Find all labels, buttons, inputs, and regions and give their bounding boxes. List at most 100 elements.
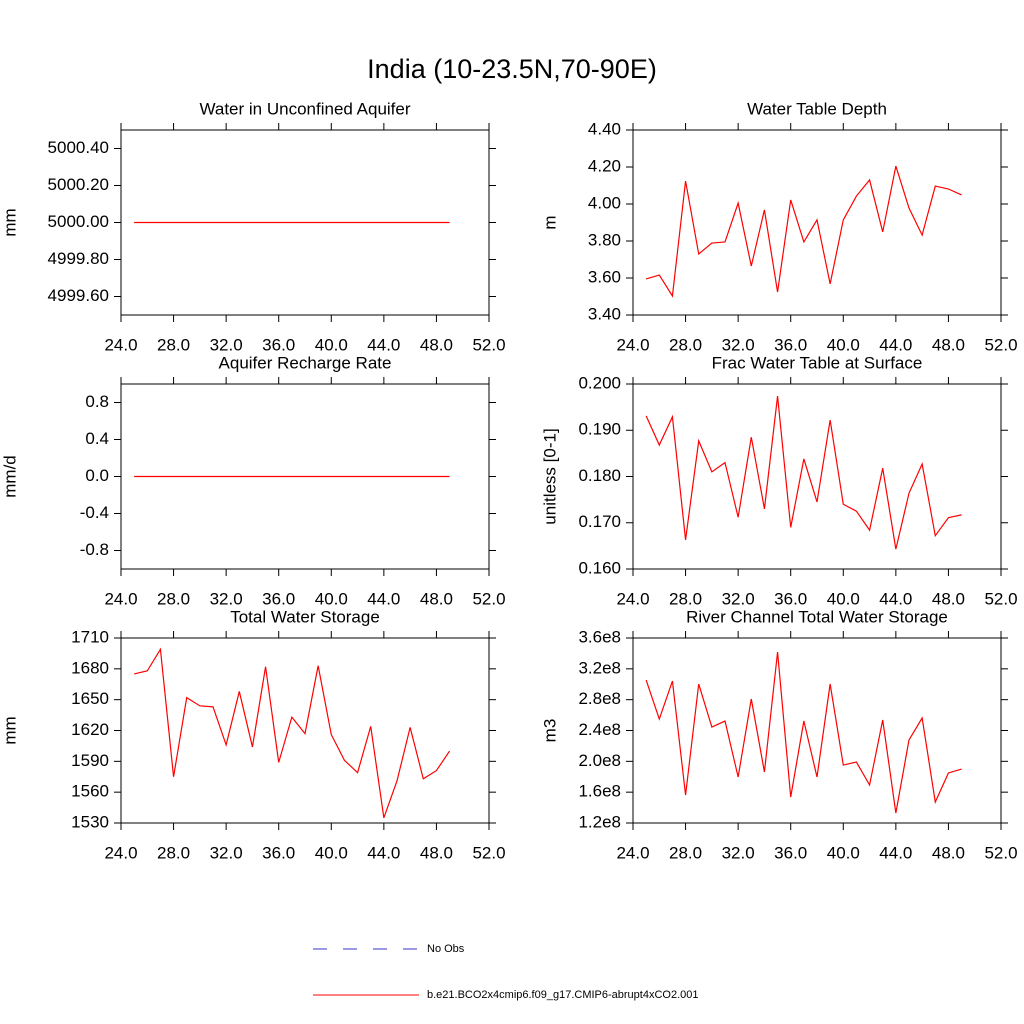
y-tick-label: 4.00: [588, 193, 621, 212]
x-tick-label: 32.0: [722, 335, 755, 354]
plot-frame: [632, 129, 1002, 316]
x-tick-label: 36.0: [262, 843, 295, 862]
x-tick-label: 24.0: [616, 843, 649, 862]
y-tick-label: 1680: [71, 658, 109, 677]
y-tick-label: 0.160: [578, 558, 621, 577]
y-axis-label: mm/d: [0, 455, 19, 498]
y-tick-label: -0.4: [80, 503, 109, 522]
y-tick-label: 0.200: [578, 373, 621, 392]
x-tick-label: 32.0: [722, 843, 755, 862]
x-tick-label: 48.0: [420, 589, 453, 608]
x-tick-label: 44.0: [879, 589, 912, 608]
x-tick-label: 52.0: [472, 589, 505, 608]
x-tick-label: 44.0: [367, 589, 400, 608]
x-tick-label: 36.0: [262, 589, 295, 608]
x-tick-label: 32.0: [210, 335, 243, 354]
x-tick-label: 44.0: [367, 335, 400, 354]
x-tick-label: 28.0: [157, 843, 190, 862]
y-tick-label: 0.190: [578, 420, 621, 439]
data-line: [645, 651, 962, 814]
y-tick-label: 2.8e8: [578, 689, 621, 708]
x-tick-label: 48.0: [932, 589, 965, 608]
y-tick-label: -0.8: [80, 540, 109, 559]
x-tick-label: 52.0: [472, 335, 505, 354]
y-tick-label: 1.6e8: [578, 782, 621, 801]
y-axis-label: mm: [0, 208, 19, 236]
y-tick-label: 3.60: [588, 267, 621, 286]
x-tick-label: 36.0: [774, 843, 807, 862]
figure-title: India (10-23.5N,70-90E): [367, 54, 657, 84]
y-tick-label: 1650: [71, 689, 109, 708]
x-tick-label: 24.0: [104, 843, 137, 862]
x-tick-label: 44.0: [879, 843, 912, 862]
y-axis-label: mm: [0, 716, 19, 744]
y-tick-label: 3.40: [588, 304, 621, 323]
x-tick-label: 24.0: [104, 589, 137, 608]
x-tick-label: 28.0: [669, 589, 702, 608]
x-tick-label: 52.0: [984, 335, 1017, 354]
y-tick-label: 1.2e8: [578, 812, 621, 831]
y-tick-label: 0.0: [85, 466, 109, 485]
y-axis-label: m3: [540, 719, 559, 743]
data-line: [645, 395, 962, 550]
panel-title: Water Table Depth: [747, 99, 887, 118]
y-tick-label: 0.4: [85, 429, 109, 448]
y-tick-label: 1590: [71, 751, 109, 770]
y-tick-label: 3.80: [588, 230, 621, 249]
x-tick-label: 36.0: [262, 335, 295, 354]
data-line: [134, 647, 451, 819]
panel-title: River Channel Total Water Storage: [686, 607, 948, 626]
x-tick-label: 48.0: [420, 335, 453, 354]
y-tick-label: 5000.20: [48, 175, 109, 194]
x-tick-label: 24.0: [616, 589, 649, 608]
x-tick-label: 40.0: [827, 335, 860, 354]
x-tick-label: 52.0: [984, 589, 1017, 608]
y-tick-label: 5000.40: [48, 138, 109, 157]
x-tick-label: 36.0: [774, 589, 807, 608]
legend-label: No Obs: [427, 943, 465, 955]
x-tick-label: 48.0: [420, 843, 453, 862]
y-tick-label: 3.6e8: [578, 627, 621, 646]
panel-title: Aquifer Recharge Rate: [219, 353, 392, 372]
y-tick-label: 1710: [71, 627, 109, 646]
y-tick-label: 4.20: [588, 156, 621, 175]
y-tick-label: 2.0e8: [578, 751, 621, 770]
y-axis-label: unitless [0-1]: [540, 428, 559, 524]
y-tick-label: 2.4e8: [578, 720, 621, 739]
y-tick-label: 3.2e8: [578, 658, 621, 677]
x-tick-label: 40.0: [315, 335, 348, 354]
x-tick-label: 48.0: [932, 335, 965, 354]
x-tick-label: 52.0: [984, 843, 1017, 862]
x-tick-label: 28.0: [157, 335, 190, 354]
x-tick-label: 44.0: [367, 843, 400, 862]
x-tick-label: 24.0: [616, 335, 649, 354]
x-tick-label: 48.0: [932, 843, 965, 862]
y-tick-label: 1530: [71, 812, 109, 831]
x-tick-label: 40.0: [315, 843, 348, 862]
x-tick-label: 24.0: [104, 335, 137, 354]
x-tick-label: 32.0: [210, 843, 243, 862]
x-tick-label: 32.0: [210, 589, 243, 608]
y-tick-label: 4999.80: [48, 249, 109, 268]
x-tick-label: 28.0: [157, 589, 190, 608]
legend-label: b.e21.BCO2x4cmip6.f09_g17.CMIP6-abrupt4x…: [427, 989, 699, 1001]
x-tick-label: 28.0: [669, 335, 702, 354]
y-tick-label: 1560: [71, 782, 109, 801]
x-tick-label: 32.0: [722, 589, 755, 608]
x-tick-label: 40.0: [315, 589, 348, 608]
y-tick-label: 0.8: [85, 392, 109, 411]
x-tick-label: 40.0: [827, 589, 860, 608]
x-tick-label: 52.0: [472, 843, 505, 862]
y-tick-label: 4.40: [588, 119, 621, 138]
y-axis-label: m: [540, 215, 559, 229]
y-tick-label: 0.180: [578, 466, 621, 485]
x-tick-label: 28.0: [669, 843, 702, 862]
panel-title: Total Water Storage: [230, 607, 380, 626]
y-tick-label: 0.170: [578, 512, 621, 531]
y-tick-label: 5000.00: [48, 212, 109, 231]
data-line: [645, 165, 962, 298]
y-tick-label: 1620: [71, 720, 109, 739]
x-tick-label: 40.0: [827, 843, 860, 862]
